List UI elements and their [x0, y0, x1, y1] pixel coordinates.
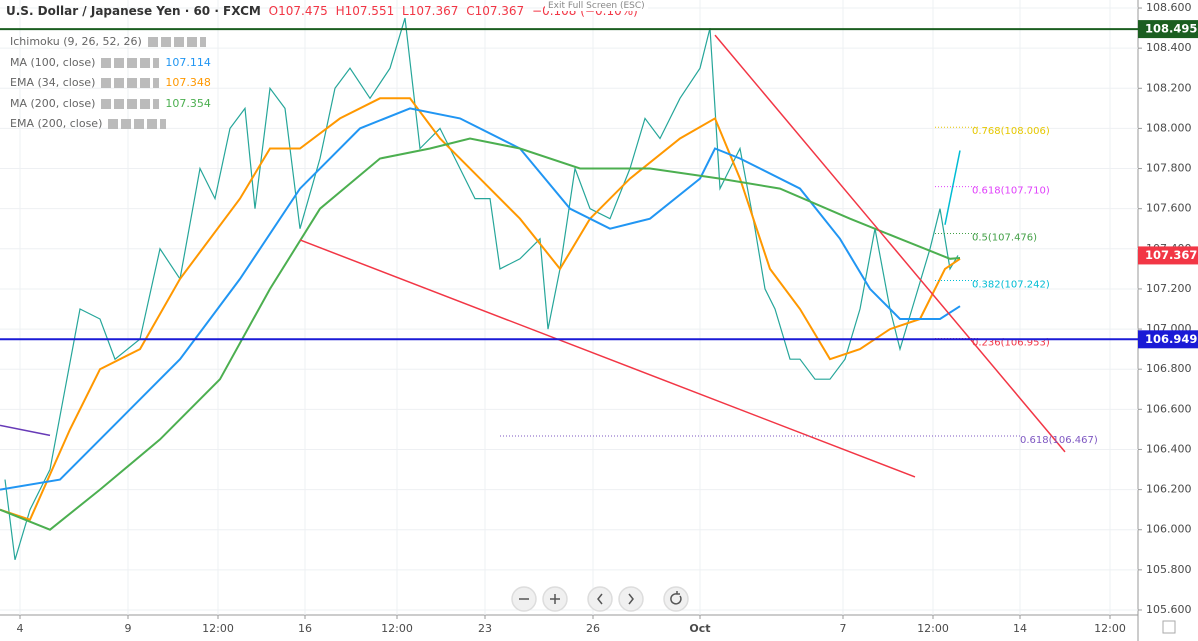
y-tick-label: 108.600	[1146, 1, 1192, 14]
ohlc: H107.551	[335, 4, 395, 18]
icon	[550, 594, 560, 604]
axes: 105.600 105.800 106.000 106.200 106.400 106.6…	[17, 1, 1198, 635]
x-tick-label: 23	[478, 622, 492, 635]
y-tick-label: 105.600	[1146, 603, 1192, 616]
indicator-row: MA (200, close) 107.354	[10, 94, 212, 115]
y-tick-label: 106.200	[1146, 483, 1192, 496]
indicator-legend: Ichimoku (9, 26, 52, 26) MA (100, close) 1…	[10, 32, 212, 135]
ohlc: C107.367	[466, 4, 525, 18]
price-line	[4, 17, 959, 560]
indicator-value: 107.114	[165, 55, 211, 69]
y-tick-label: 105.800	[1146, 563, 1192, 576]
y-tick-label: 107.800	[1146, 162, 1192, 175]
trend-line	[714, 34, 1066, 453]
reset-button[interactable]	[663, 586, 689, 612]
y-tick-label: 106.600	[1146, 402, 1192, 415]
fib-label: 0.382(107.242)	[972, 280, 1050, 291]
indicator-controls[interactable]	[108, 119, 167, 129]
indicator-row: MA (100, close) 107.114	[10, 53, 212, 74]
zoom-toolbar	[511, 586, 689, 612]
x-tick-label: 12:00	[1094, 622, 1126, 635]
indicator-controls[interactable]	[101, 57, 160, 68]
indicator-line	[0, 107, 961, 491]
fib-label: 0.5(107.476)	[972, 233, 1037, 244]
indicator-name: MA (100, close)	[10, 55, 96, 69]
x-tick-label: 12:00	[381, 622, 413, 635]
price-tag	[1138, 246, 1198, 265]
fib-label: 0.236(106.953)	[972, 338, 1050, 349]
indicator-row: Ichimoku (9, 26, 52, 26)	[10, 32, 212, 53]
price-tag-label: 107.367	[1145, 248, 1197, 262]
indicator-controls[interactable]	[147, 37, 206, 47]
y-tick-label: 106.800	[1146, 362, 1192, 375]
plot: 0.768(108.006) 0.618(107.710) 0.5(107.476)…	[0, 17, 1138, 560]
trend-line	[944, 150, 961, 225]
icon	[670, 591, 682, 605]
price-tag	[1138, 20, 1198, 39]
x-tick-label: 12:00	[202, 622, 234, 635]
indicator-row: EMA (200, close)	[10, 114, 212, 135]
indicator-name: Ichimoku (9, 26, 52, 26)	[10, 35, 142, 48]
indicator-controls[interactable]	[101, 98, 160, 109]
settings-button[interactable]	[1162, 620, 1176, 634]
indicator-value: 107.348	[165, 76, 211, 89]
x-tick-label: 7	[840, 622, 847, 635]
indicator-value: 107.354	[165, 96, 211, 110]
ohlc: L107.367	[402, 4, 459, 18]
fib-label: 0.618(107.710)	[972, 186, 1050, 197]
y-tick-label: 106.000	[1146, 523, 1192, 536]
price-tag	[1138, 330, 1198, 349]
price-tag-label: 108.495	[1145, 22, 1197, 36]
indicator-name: EMA (34, close)	[10, 76, 96, 89]
y-tick-label: 108.000	[1146, 121, 1192, 134]
indicator-controls[interactable]	[101, 78, 160, 88]
y-tick-label: 107.600	[1146, 202, 1192, 215]
x-tick-label: 9	[125, 622, 132, 635]
y-tick-label: 108.400	[1146, 41, 1192, 54]
y-tick-label: 108.200	[1146, 81, 1192, 94]
y-tick-label: 106.400	[1146, 442, 1192, 455]
indicator-name: MA (200, close)	[10, 96, 96, 110]
fib-label: 0.618(106.467)	[1020, 435, 1098, 446]
icon	[597, 593, 603, 605]
exit-fullscreen[interactable]: Exit Full Screen (ESC)	[545, 1, 648, 11]
ohlc: O107.475	[268, 4, 328, 18]
fib-label: 0.768(108.006)	[972, 126, 1050, 137]
x-tick-label: 16	[298, 622, 312, 635]
scroll-right-button[interactable]	[618, 586, 644, 612]
x-tick-label: 4	[17, 622, 24, 635]
trend-line	[0, 424, 51, 437]
x-tick-label: 26	[586, 622, 600, 635]
trend-line	[299, 239, 916, 478]
x-tick-label: 12:00	[917, 622, 949, 635]
symbol: U.S. Dollar / Japanese Yen · 60 · FXCM	[6, 4, 261, 18]
y-tick-label: 107.200	[1146, 282, 1192, 295]
scroll-left-button[interactable]	[587, 586, 613, 612]
x-tick-label: 14	[1013, 622, 1027, 635]
icon	[628, 593, 634, 605]
x-tick-label: Oct	[689, 622, 710, 635]
indicator-name: EMA (200, close)	[10, 117, 103, 130]
indicator-row: EMA (34, close) 107.348	[10, 73, 212, 94]
price-tag-label: 106.949	[1145, 332, 1197, 346]
indicator-line	[0, 97, 961, 521]
indicator-line	[0, 137, 961, 531]
